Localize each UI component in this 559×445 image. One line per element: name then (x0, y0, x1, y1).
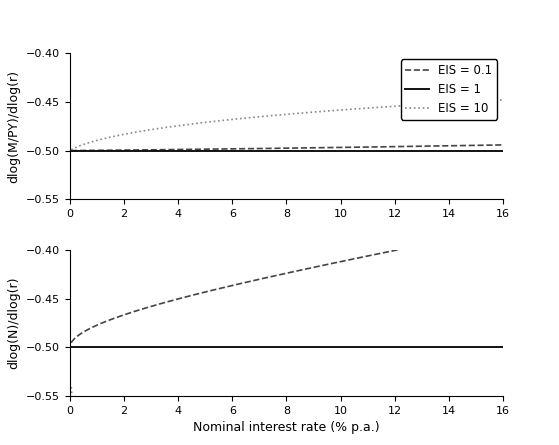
EIS = 10 (325, 108, 331, 113)
EIS = 10 (489, 98, 496, 103)
Line: EIS = 10: EIS = 10 (71, 100, 503, 150)
EIS = 0.1 (276, 146, 282, 151)
EIS = 0.1 (301, 145, 308, 150)
EIS = 0.1 (500, 142, 506, 148)
EIS = 10 (276, 112, 282, 117)
EIS = 0.1 (273, 146, 280, 151)
EIS = 1 (68, 148, 74, 153)
EIS = 0.1 (422, 143, 429, 149)
EIS = 1 (490, 148, 497, 153)
Y-axis label: dlog(N)/dlog(r): dlog(N)/dlog(r) (7, 277, 21, 369)
EIS = 0.1 (489, 142, 496, 148)
EIS = 1 (326, 148, 333, 153)
EIS = 1 (277, 148, 283, 153)
EIS = 1 (423, 148, 429, 153)
EIS = 1 (302, 148, 309, 153)
Legend: EIS = 0.1, EIS = 1, EIS = 10: EIS = 0.1, EIS = 1, EIS = 10 (401, 59, 497, 120)
EIS = 10 (301, 110, 308, 115)
X-axis label: Nominal interest rate (% p.a.): Nominal interest rate (% p.a.) (193, 421, 380, 434)
Line: EIS = 0.1: EIS = 0.1 (71, 145, 503, 150)
EIS = 10 (500, 97, 506, 103)
Y-axis label: dlog(M/PY)/dlog(r): dlog(M/PY)/dlog(r) (7, 70, 21, 183)
EIS = 10 (273, 113, 280, 118)
EIS = 10 (68, 147, 74, 152)
EIS = 1 (500, 148, 506, 153)
EIS = 10 (422, 101, 429, 107)
EIS = 1 (69, 148, 75, 153)
EIS = 1 (274, 148, 281, 153)
EIS = 0.1 (68, 148, 74, 153)
EIS = 0.1 (325, 145, 331, 150)
